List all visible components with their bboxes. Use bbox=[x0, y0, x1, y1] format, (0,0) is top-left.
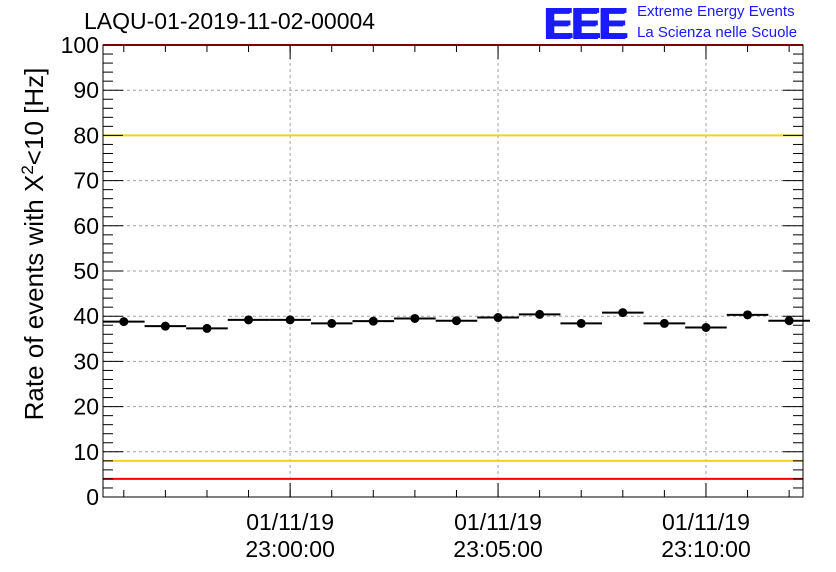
x-tick-label-time: 23:05:00 bbox=[453, 536, 543, 562]
y-tick-label: 0 bbox=[86, 484, 99, 510]
y-axis-label-prefix: Rate of events with X bbox=[18, 174, 49, 421]
data-point bbox=[285, 315, 295, 325]
y-tick-label: 10 bbox=[73, 439, 99, 465]
data-point bbox=[327, 318, 337, 328]
axis-ticks bbox=[103, 44, 803, 498]
data-point bbox=[743, 310, 753, 320]
y-tick-label: 60 bbox=[73, 213, 99, 239]
data-point bbox=[368, 316, 378, 326]
data-point bbox=[784, 316, 794, 326]
y-tick-label: 40 bbox=[73, 303, 99, 329]
logo-subtitle-2: La Scienza nelle Scuole bbox=[637, 24, 798, 41]
data-point bbox=[576, 318, 586, 328]
x-tick-labels: 01/11/1923:00:0001/11/1923:05:0001/11/19… bbox=[245, 509, 750, 562]
chart-title: LAQU-01-2019-11-02-00004 bbox=[84, 8, 376, 34]
x-tick-label-date: 01/11/19 bbox=[662, 509, 750, 535]
data-point bbox=[493, 313, 503, 323]
y-tick-label: 80 bbox=[73, 122, 99, 148]
reference-lines bbox=[103, 44, 803, 480]
y-tick-label: 50 bbox=[73, 258, 99, 284]
data-point bbox=[618, 308, 628, 318]
data-point bbox=[244, 315, 254, 325]
x-tick-label-time: 23:00:00 bbox=[245, 536, 335, 562]
y-axis-label-suffix: <10 [Hz] bbox=[18, 67, 49, 166]
data-points bbox=[103, 308, 810, 333]
y-tick-label: 70 bbox=[73, 168, 99, 194]
logo-subtitle-1: Extreme Energy Events bbox=[637, 3, 795, 20]
data-point bbox=[535, 309, 545, 319]
y-axis-label: Rate of events with X2<10 [Hz] bbox=[18, 68, 50, 421]
y-tick-label: 20 bbox=[73, 394, 99, 420]
y-axis-label-superscript: 2 bbox=[18, 165, 38, 175]
data-point bbox=[701, 323, 711, 332]
grid bbox=[103, 45, 803, 497]
y-tick-label: 90 bbox=[73, 77, 99, 103]
data-point bbox=[119, 317, 129, 327]
y-tick-labels: 0 10 20 30 40 50 60 70 80 90 100 bbox=[61, 32, 99, 510]
x-tick-label-time: 23:10:00 bbox=[661, 536, 751, 562]
data-point bbox=[451, 316, 461, 326]
data-point bbox=[160, 321, 170, 331]
y-tick-label: 30 bbox=[73, 348, 99, 374]
x-tick-label-date: 01/11/19 bbox=[246, 509, 334, 535]
x-tick-label-date: 01/11/19 bbox=[454, 509, 542, 535]
data-point bbox=[202, 323, 212, 333]
y-tick-label: 100 bbox=[61, 32, 99, 58]
data-point bbox=[659, 318, 669, 328]
data-point bbox=[410, 313, 420, 323]
eee-logo: EEE bbox=[543, 0, 627, 48]
